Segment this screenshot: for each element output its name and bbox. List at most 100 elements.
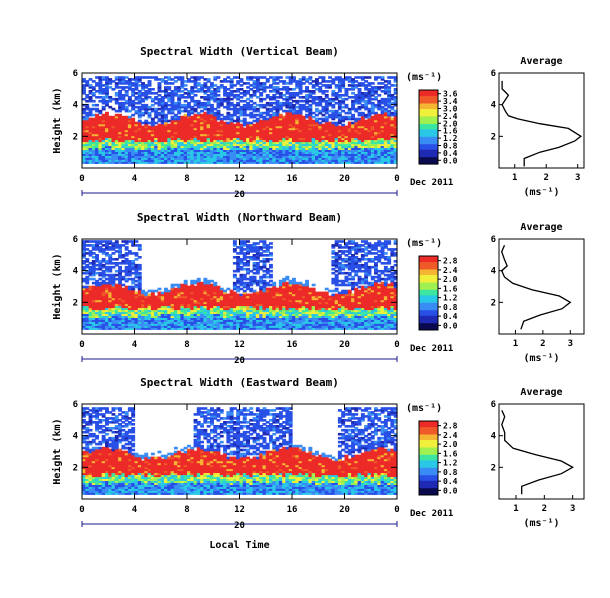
heatmap-cell [91,325,96,328]
heatmap-cell [374,157,378,160]
heatmap-cell [108,153,113,156]
heatmap-cell [223,141,227,145]
heatmap-cell [127,123,132,127]
heatmap-cell [95,327,99,330]
heatmap-cell [341,141,346,145]
heatmap-cell [229,86,234,89]
heatmap-cell [298,153,303,156]
heatmap-cell [150,161,155,164]
heatmap-cell [154,159,159,162]
heatmap-cell [95,129,99,133]
heatmap-cell [259,149,264,152]
heatmap-cell [98,119,103,123]
heatmap-cell [105,125,109,129]
heatmap-cell [367,94,372,97]
heatmap-cell [82,240,86,243]
heatmap-cell [249,99,254,103]
heatmap-cell [187,129,191,133]
heatmap-cell [141,321,145,324]
heatmap-cell [246,157,250,160]
heatmap-cell [183,285,188,289]
heatmap-cell [114,139,119,143]
heatmap-cell [331,157,336,160]
heatmap-cell [272,155,277,158]
heatmap-cell [134,149,139,152]
heatmap-cell [141,139,145,143]
heatmap-cell [154,297,159,301]
heatmap-cell [141,293,145,297]
heatmap-cell [134,313,139,316]
heatmap-cell [210,111,214,115]
heatmap-cell [154,113,159,117]
heatmap-cell [101,115,106,119]
heatmap-cell [203,143,208,147]
heatmap-cell [111,315,116,318]
heatmap-cell [301,137,306,141]
heatmap-cell [305,151,309,154]
heatmap-cell [344,76,349,79]
heatmap-cell [141,313,145,316]
heatmap-cell [295,109,300,113]
heatmap-cell [242,121,247,125]
heatmap-cell [193,159,198,162]
heatmap-cell [141,111,145,115]
heatmap-cell [141,297,145,301]
heatmap-cell [331,121,336,125]
heatmap-cell [324,147,329,150]
heatmap-cell [134,86,139,89]
heatmap-cell [347,137,352,141]
heatmap-cell [193,149,198,152]
heatmap-cell [88,285,93,289]
heatmap-cell [108,295,113,299]
heatmap-cell [370,155,375,158]
colorbar-segment [419,115,438,119]
heatmap-cell [82,139,86,143]
heatmap-cell [98,123,103,127]
heatmap-cell [167,82,172,85]
heatmap-cell [351,155,355,158]
heatmap-cell [292,80,296,83]
colorbar-tick-label: 2.4 [443,112,458,121]
heatmap-cell [203,84,208,87]
heatmap-cell [206,143,211,147]
heatmap-cell [249,137,254,141]
heatmap-cell [137,267,142,271]
heatmap-cell [259,133,264,137]
heatmap-cell [82,78,86,81]
heatmap-cell [85,147,90,150]
heatmap-cell [91,133,96,137]
heatmap-cell [85,131,90,135]
heatmap-cell [351,161,355,164]
heatmap-cell [275,123,280,127]
heatmap-cell [301,121,306,125]
heatmap-cell [150,155,155,158]
heatmap-cell [390,76,395,79]
heatmap-cell [160,97,165,101]
heatmap-cell [170,97,175,101]
heatmap-cell [360,129,365,133]
heatmap-cell [377,149,382,152]
heatmap-cell [85,315,90,318]
heatmap-cell [213,119,218,123]
heatmap-cell [210,137,214,141]
heatmap-cell [374,161,378,164]
heatmap-cell [144,121,149,125]
heatmap-cell [318,137,323,141]
heatmap-cell [167,289,172,293]
heatmap-cell [82,151,86,154]
heatmap-cell [121,262,126,265]
heatmap-cell [331,90,336,93]
heatmap-cell [308,141,313,145]
heatmap-cell [150,92,155,95]
heatmap-cell [196,325,201,328]
heatmap-cell [219,131,224,135]
heatmap-cell [275,151,280,154]
heatmap-cell [331,78,336,81]
heatmap-cell [337,157,342,160]
heatmap-cell [141,303,145,307]
heatmap-cell [216,327,221,330]
heatmap-cell [357,117,362,121]
heatmap-cell [124,287,129,291]
heatmap-cell [324,149,329,152]
heatmap-cell [98,157,103,160]
